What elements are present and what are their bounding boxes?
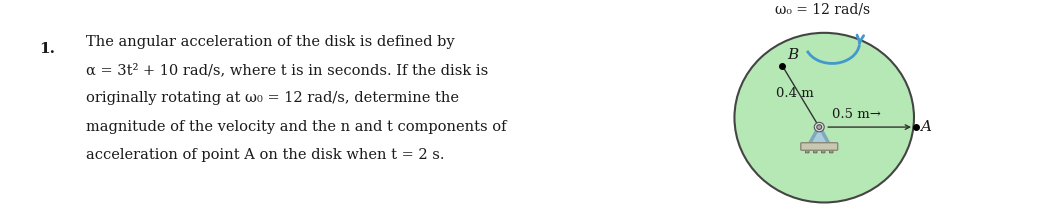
Text: The angular acceleration of the disk is defined by: The angular acceleration of the disk is … (87, 35, 455, 49)
Text: B: B (787, 48, 799, 62)
Text: acceleration of point A on the disk when t = 2 s.: acceleration of point A on the disk when… (87, 148, 445, 162)
Polygon shape (809, 126, 830, 146)
Text: originally rotating at ω₀ = 12 rad/s, determine the: originally rotating at ω₀ = 12 rad/s, de… (87, 91, 459, 105)
Text: 0.4 m: 0.4 m (776, 87, 814, 100)
Text: A: A (920, 120, 931, 134)
FancyBboxPatch shape (805, 148, 809, 153)
Text: α = 3t² + 10 rad/s, where t is in seconds. If the disk is: α = 3t² + 10 rad/s, where t is in second… (87, 63, 488, 77)
Circle shape (814, 122, 824, 132)
Text: 0.5 m→: 0.5 m→ (832, 108, 882, 121)
Text: 1.: 1. (39, 42, 55, 56)
FancyBboxPatch shape (814, 148, 817, 153)
FancyBboxPatch shape (801, 143, 838, 150)
Ellipse shape (735, 33, 914, 203)
Text: ω₀ = 12 rad/s: ω₀ = 12 rad/s (775, 2, 870, 16)
FancyBboxPatch shape (821, 148, 826, 153)
Circle shape (817, 125, 821, 129)
Text: magnitude of the velocity and the n and t components of: magnitude of the velocity and the n and … (87, 119, 506, 134)
FancyBboxPatch shape (830, 148, 833, 153)
